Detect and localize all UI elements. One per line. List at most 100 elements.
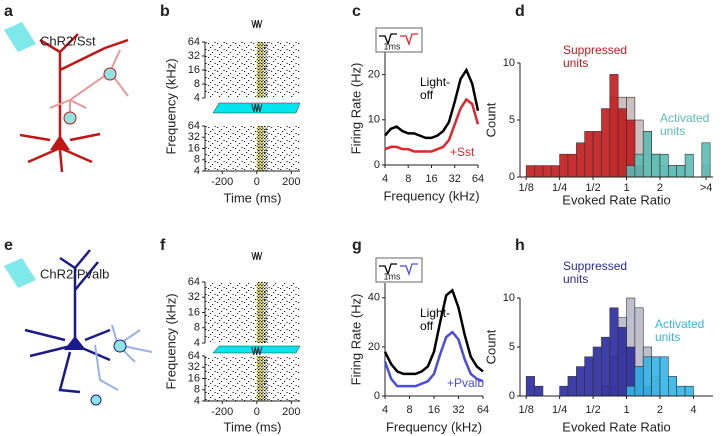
histogram-bar [676, 165, 686, 178]
y-tick-label: 20 [368, 341, 380, 353]
x-axis-title: Evoked Rate Ratio [562, 192, 670, 207]
series-label: Light-off [420, 306, 451, 333]
panel-label: g [352, 237, 362, 254]
panel-label: d [515, 3, 525, 20]
histogram-bar [601, 336, 611, 397]
x-tick-label: 8 [406, 404, 412, 416]
y-tick-label: 0 [374, 159, 380, 171]
y-tick-label: 0 [509, 390, 515, 402]
evoked-spikes [256, 126, 268, 171]
raster-spikes [205, 356, 300, 401]
x-tick-label: 0 [254, 176, 260, 188]
histogram-bar [559, 385, 569, 397]
histogram-bar [684, 153, 694, 178]
series-line [383, 288, 484, 376]
inset-label: 1ms [383, 271, 401, 281]
y-axis-title: Firing Rate (Hz) [348, 63, 363, 155]
y-tick-label: 16 [188, 306, 200, 318]
histogram-bar [567, 153, 577, 178]
y-tick-label: 4 [194, 337, 200, 349]
histogram-bar [634, 366, 644, 397]
y-tick-label: 32 [188, 131, 200, 143]
x-axis-title: Evoked Rate Ratio [562, 419, 670, 434]
waveform [400, 33, 418, 47]
panel-label: h [515, 237, 525, 254]
raster-spikes [205, 282, 300, 343]
x-axis-title: Frequency (kHz) [383, 188, 479, 203]
schematic-label: ChR2/Sst [40, 33, 96, 48]
histogram-bar [559, 153, 569, 178]
histogram-bar [668, 376, 677, 397]
panel-label: e [4, 237, 13, 254]
x-tick-label: 1/4 [552, 182, 567, 194]
histogram-bar [534, 385, 544, 397]
histogram-bar [617, 327, 627, 397]
y-tick-label: 0 [509, 171, 515, 183]
y-tick-label: 32 [188, 361, 200, 373]
sound-symbol [251, 251, 263, 261]
histogram-bar [542, 165, 552, 178]
histogram-bar [617, 108, 627, 178]
inset-box [375, 27, 423, 53]
histogram-bar [659, 356, 669, 397]
x-tick-label: 200 [282, 406, 300, 418]
series-line [384, 97, 480, 153]
y-tick-label: 32 [188, 50, 200, 62]
histogram-bar [626, 165, 636, 178]
y-tick-label: 8 [194, 78, 200, 90]
x-tick-label: 1/2 [585, 182, 600, 194]
panel-label: a [4, 3, 13, 20]
y-tick-label: 64 [188, 350, 200, 362]
y-tick-label: 4 [194, 92, 200, 104]
x-tick-label: -200 [211, 406, 233, 418]
y-axis-title: Firing Rate (Hz) [348, 294, 363, 386]
y-tick-label: 5 [509, 114, 515, 126]
histogram-bar [642, 131, 652, 178]
y-tick-label: 4 [194, 165, 200, 177]
waveform [379, 33, 397, 47]
histogram-bar [609, 74, 619, 178]
x-tick-label: 1 [623, 404, 629, 416]
x-tick-label: 32 [449, 173, 461, 185]
histogram-bar [601, 108, 611, 178]
series-label: +Pvalb [447, 376, 485, 390]
y-tick-label: 20 [368, 69, 380, 81]
y-tick-label: 8 [194, 154, 200, 166]
series-line [383, 330, 484, 388]
waveform [400, 263, 418, 277]
y-tick-label: 10 [503, 57, 515, 69]
x-tick-label: 4 [690, 404, 696, 416]
sound-symbol [251, 103, 263, 113]
histogram-bar [684, 385, 694, 397]
x-axis-title: Frequency (kHz) [386, 419, 482, 434]
histogram-bar [592, 346, 602, 397]
x-axis-title: Time (ms) [223, 419, 281, 434]
y-tick-label: 10 [368, 114, 380, 126]
sst-schematic [4, 22, 129, 173]
y-tick-label: 8 [194, 384, 200, 396]
x-tick-label: 1/8 [519, 182, 534, 194]
y-tick-label: 40 [368, 292, 380, 304]
series-label: Activated units [655, 317, 705, 344]
histogram-bar [642, 356, 652, 397]
x-tick-label: 200 [282, 176, 300, 188]
x-tick-label: 1/4 [552, 404, 567, 416]
x-tick-label: >4 [700, 182, 713, 194]
series-label: Activated units [660, 111, 710, 138]
series-label: Light-off [420, 75, 451, 102]
histogram-bar [567, 376, 577, 397]
histogram-bar [576, 366, 585, 397]
waveform [379, 263, 397, 277]
histogram-bar [659, 153, 669, 178]
y-tick-label: 64 [188, 120, 200, 132]
evoked-spikes [256, 356, 268, 401]
histogram-bar [651, 153, 661, 178]
evoked-spikes [256, 42, 268, 98]
y-tick-label: 16 [188, 64, 200, 76]
y-tick-label: 64 [188, 276, 200, 288]
x-tick-label: 0 [254, 406, 260, 418]
y-tick-label: 5 [509, 341, 515, 353]
histogram-bar [584, 131, 594, 178]
